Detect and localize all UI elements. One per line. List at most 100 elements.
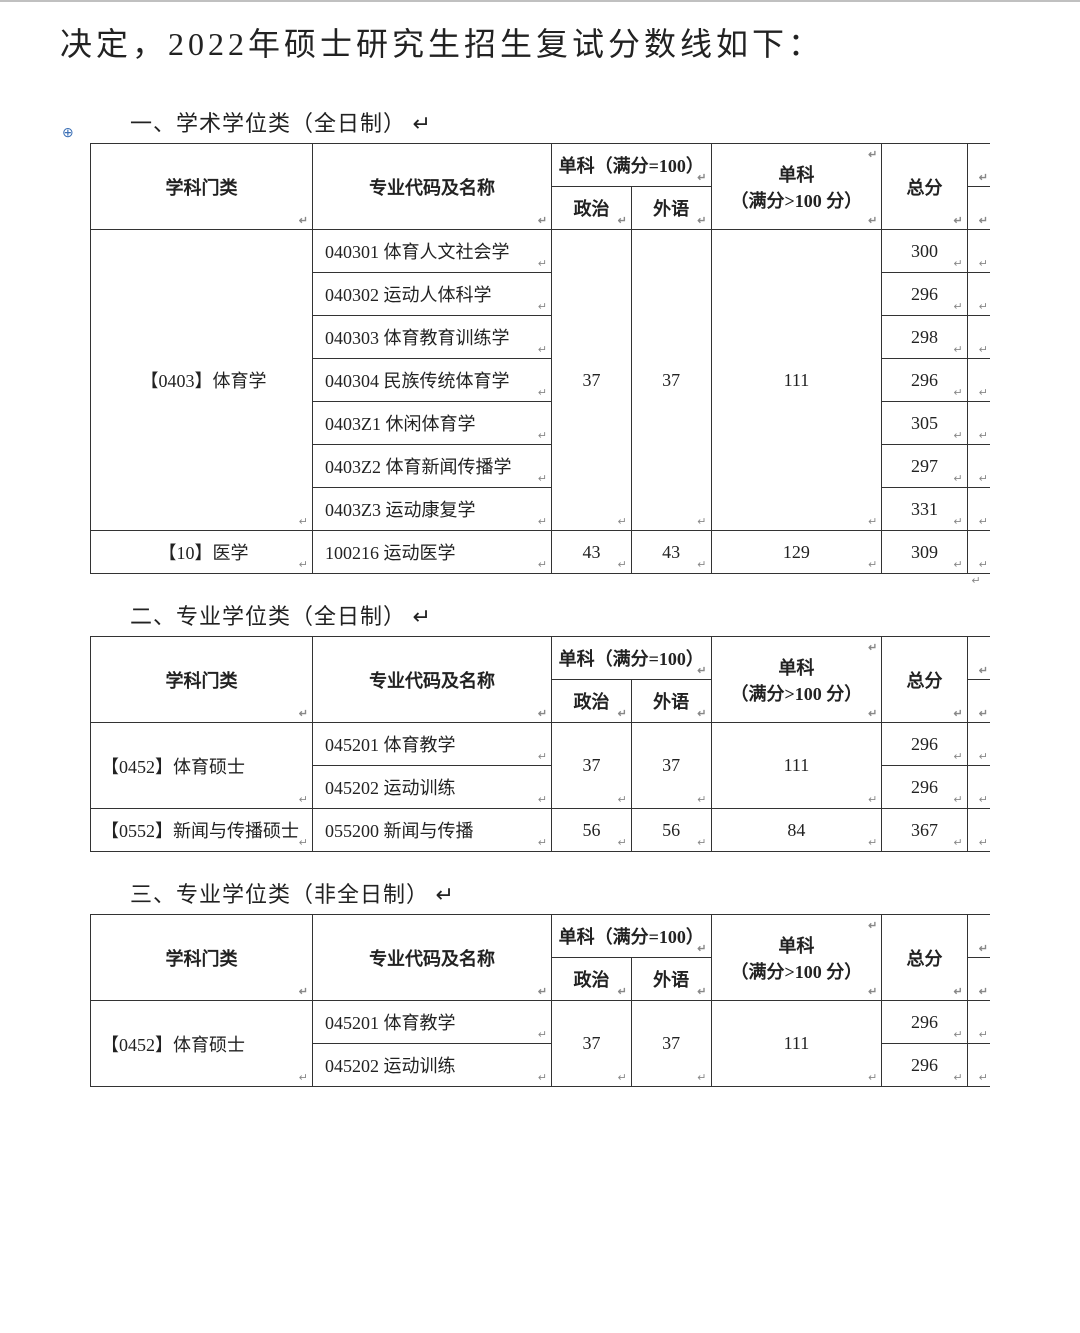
table-anchor-icon: ⊕ (62, 125, 74, 142)
cell-major: 045201 体育教学↵ (313, 1001, 552, 1044)
th-mark: ↵ (967, 958, 990, 1001)
cell-total: 300↵ (882, 230, 967, 273)
table-row: 【10】医学↵100216 运动医学↵43↵43↵129↵309↵↵↵ (91, 531, 991, 574)
th-politics: 政治↵ (552, 680, 632, 723)
th-major: 专业代码及名称↵ (313, 144, 552, 230)
cell-total: 331↵ (882, 488, 967, 531)
section-heading: 一、学术学位类（全日制） ↵ (130, 106, 1020, 138)
cell-total: 296↵ (882, 359, 967, 402)
intro-paragraph: 决定，2022年硕士研究生招生复试分数线如下： (60, 12, 1020, 76)
th-mark: ↵ (967, 680, 990, 723)
section-heading: 三、专业学位类（非全日制） ↵ (130, 877, 1020, 909)
cell-total: 296↵ (882, 273, 967, 316)
th-over100: 单科↵（满分>100 分）↵ (711, 915, 882, 1001)
cell-politics: 56↵ (552, 809, 632, 852)
cell-category: 【10】医学↵ (91, 531, 313, 574)
cell-major: 045202 运动训练↵ (313, 766, 552, 809)
cell-major: 0403Z1 休闲体育学↵ (313, 402, 552, 445)
score-table: 学科门类↵专业代码及名称↵单科（满分=100）↵单科↵（满分>100 分）↵总分… (90, 143, 990, 574)
cell-major: 040304 民族传统体育学↵ (313, 359, 552, 402)
cell-politics: 37↵ (552, 230, 632, 531)
score-table: 学科门类↵专业代码及名称↵单科（满分=100）↵单科↵（满分>100 分）↵总分… (90, 914, 990, 1087)
th-mark: ↵ (967, 144, 990, 187)
th-sub100: 单科（满分=100）↵ (552, 637, 711, 680)
th-over100: 单科↵（满分>100 分）↵ (711, 637, 882, 723)
cell-major: 040303 体育教育训练学↵ (313, 316, 552, 359)
th-sub100: 单科（满分=100）↵ (552, 144, 711, 187)
cell-mark: ↵ (967, 723, 990, 766)
th-major: 专业代码及名称↵ (313, 637, 552, 723)
cell-foreign: 37↵ (631, 230, 711, 531)
cell-mark: ↵ (967, 809, 990, 852)
cell-politics: 43↵ (552, 531, 632, 574)
cell-major: 040302 运动人体科学↵ (313, 273, 552, 316)
cell-foreign: 56↵ (631, 809, 711, 852)
th-sub100: 单科（满分=100）↵ (552, 915, 711, 958)
cell-over100: 129↵ (711, 531, 882, 574)
cell-major: 045201 体育教学↵ (313, 723, 552, 766)
cell-mark: ↵ (967, 531, 990, 574)
cell-mark: ↵ (967, 445, 990, 488)
th-politics: 政治↵ (552, 958, 632, 1001)
cell-total: 309↵↵ (882, 531, 967, 574)
table-row: 【0403】体育学↵040301 体育人文社会学↵37↵37↵111↵300↵↵ (91, 230, 991, 273)
score-table: 学科门类↵专业代码及名称↵单科（满分=100）↵单科↵（满分>100 分）↵总分… (90, 636, 990, 852)
cell-foreign: 37↵ (631, 1001, 711, 1087)
cell-mark: ↵ (967, 230, 990, 273)
cell-total: 296↵ (882, 723, 967, 766)
cell-total: 296↵ (882, 1044, 967, 1087)
cell-over100: 111↵ (711, 723, 882, 809)
cell-total: 305↵ (882, 402, 967, 445)
cell-politics: 37↵ (552, 1001, 632, 1087)
cell-major: 040301 体育人文社会学↵ (313, 230, 552, 273)
cell-total: 297↵ (882, 445, 967, 488)
table-wrap: 学科门类↵专业代码及名称↵单科（满分=100）↵单科↵（满分>100 分）↵总分… (90, 636, 990, 852)
cell-mark: ↵ (967, 359, 990, 402)
th-foreign: 外语↵ (631, 187, 711, 230)
cell-category: 【0552】新闻与传播硕士↵ (91, 809, 313, 852)
cell-mark: ↵ (967, 1044, 990, 1087)
th-foreign: 外语↵ (631, 958, 711, 1001)
th-over100: 单科↵（满分>100 分）↵ (711, 144, 882, 230)
th-category: 学科门类↵ (91, 637, 313, 723)
table-row: 【0552】新闻与传播硕士↵055200 新闻与传播↵56↵56↵84↵367↵… (91, 809, 991, 852)
section-heading: 二、专业学位类（全日制） ↵ (130, 599, 1020, 631)
document-page: 决定，2022年硕士研究生招生复试分数线如下： 一、学术学位类（全日制） ↵ ⊕ 学… (0, 0, 1080, 1127)
cell-foreign: 43↵ (631, 531, 711, 574)
cell-total: 296↵ (882, 766, 967, 809)
cell-major: 0403Z2 体育新闻传播学↵ (313, 445, 552, 488)
cell-over100: 111↵ (711, 230, 882, 531)
cell-major: 045202 运动训练↵ (313, 1044, 552, 1087)
table-wrap: ⊕学科门类↵专业代码及名称↵单科（满分=100）↵单科↵（满分>100 分）↵总… (90, 143, 990, 574)
th-total: 总分↵ (882, 637, 967, 723)
cell-total: 298↵ (882, 316, 967, 359)
table-row: 【0452】体育硕士↵045201 体育教学↵37↵37↵111↵296↵↵ (91, 1001, 991, 1044)
cell-mark: ↵ (967, 402, 990, 445)
cell-category: 【0403】体育学↵ (91, 230, 313, 531)
th-total: 总分↵ (882, 144, 967, 230)
cell-over100: 111↵ (711, 1001, 882, 1087)
cell-mark: ↵ (967, 273, 990, 316)
cell-mark: ↵ (967, 1001, 990, 1044)
cell-foreign: 37↵ (631, 723, 711, 809)
th-mark: ↵ (967, 915, 990, 958)
th-category: 学科门类↵ (91, 915, 313, 1001)
cell-category: 【0452】体育硕士↵ (91, 1001, 313, 1087)
cell-mark: ↵ (967, 316, 990, 359)
cell-major: 100216 运动医学↵ (313, 531, 552, 574)
cell-total: 296↵ (882, 1001, 967, 1044)
th-foreign: 外语↵ (631, 680, 711, 723)
cell-major: 055200 新闻与传播↵ (313, 809, 552, 852)
th-total: 总分↵ (882, 915, 967, 1001)
cell-major: 0403Z3 运动康复学↵ (313, 488, 552, 531)
cell-total: 367↵ (882, 809, 967, 852)
cell-over100: 84↵ (711, 809, 882, 852)
th-mark: ↵ (967, 187, 990, 230)
table-wrap: 学科门类↵专业代码及名称↵单科（满分=100）↵单科↵（满分>100 分）↵总分… (90, 914, 990, 1087)
th-politics: 政治↵ (552, 187, 632, 230)
cell-category: 【0452】体育硕士↵ (91, 723, 313, 809)
th-category: 学科门类↵ (91, 144, 313, 230)
th-mark: ↵ (967, 637, 990, 680)
cell-mark: ↵ (967, 488, 990, 531)
table-row: 【0452】体育硕士↵045201 体育教学↵37↵37↵111↵296↵↵ (91, 723, 991, 766)
